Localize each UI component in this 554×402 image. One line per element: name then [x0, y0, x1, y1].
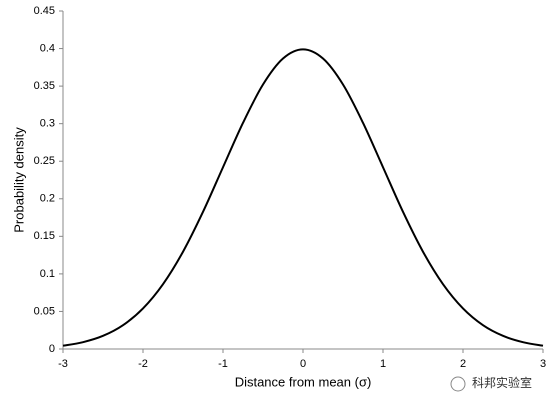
x-tick-label: -2 [138, 358, 148, 370]
y-tick-label: 0.2 [40, 193, 55, 205]
x-tick-label: -3 [58, 358, 68, 370]
y-tick-label: 0.45 [34, 5, 55, 17]
y-tick-label: 0.3 [40, 118, 55, 130]
x-tick-label: 2 [460, 358, 466, 370]
x-tick-label: -1 [218, 358, 228, 370]
y-tick-label: 0.1 [40, 268, 55, 280]
x-axis-title: Distance from mean (σ) [235, 374, 372, 389]
x-tick-label: 3 [540, 358, 546, 370]
y-axis-title: Probability density [11, 127, 26, 233]
y-tick-label: 0.25 [34, 155, 55, 167]
y-tick-label: 0.15 [34, 230, 55, 242]
y-tick-label: 0 [49, 343, 55, 355]
curve [62, 48, 544, 347]
y-tick-label: 0.4 [40, 42, 55, 54]
watermark: 科邦实验室 [472, 375, 532, 390]
x-tick-label: 0 [300, 358, 306, 370]
y-tick-label: 0.35 [34, 80, 55, 92]
x-tick-label: 1 [380, 358, 386, 370]
watermark-icon [450, 376, 466, 392]
y-tick-label: 0.05 [34, 305, 55, 317]
